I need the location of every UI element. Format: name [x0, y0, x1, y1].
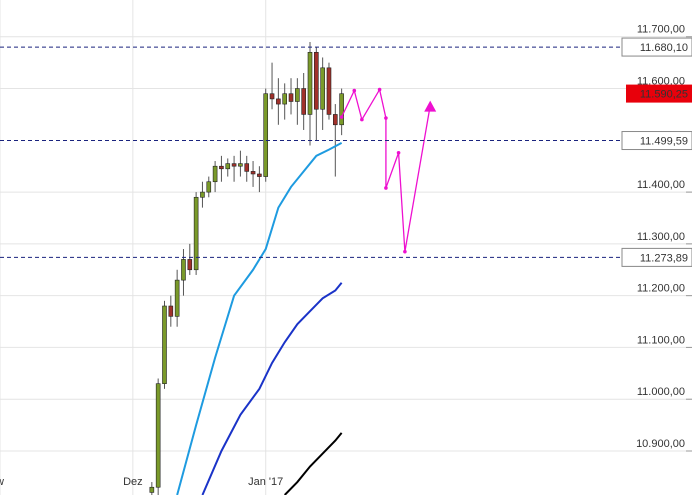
- point: [360, 117, 364, 122]
- level-label: 11.499,59: [640, 135, 688, 147]
- current-price-label: 11.590,25: [640, 88, 688, 100]
- line-series: [341, 87, 431, 252]
- candle-body: [231, 163, 237, 167]
- x-tick-label: Dez: [123, 476, 143, 488]
- candle-body: [206, 181, 212, 193]
- candle-body: [193, 196, 199, 271]
- candle-body: [155, 383, 161, 488]
- y-tick-label: 10.900,00: [636, 438, 685, 450]
- point: [352, 88, 357, 93]
- current-price-box: [626, 84, 692, 103]
- point: [384, 116, 388, 120]
- candle-body: [174, 279, 180, 317]
- candle-body: [276, 98, 281, 105]
- candle-body: [149, 486, 155, 493]
- candle-body: [244, 163, 250, 172]
- candle-body: [320, 67, 325, 110]
- line-series: [201, 282, 343, 495]
- candle-body: [339, 93, 344, 126]
- candle-body: [225, 163, 231, 170]
- candle-body: [257, 173, 262, 177]
- candle-body: [212, 165, 218, 183]
- point: [339, 115, 344, 119]
- arrow-head: [424, 100, 437, 112]
- y-tick-label: 11.600,00: [637, 75, 685, 87]
- candle-body: [295, 88, 300, 102]
- level-label: 11.273,89: [640, 252, 688, 264]
- candle-body: [238, 163, 243, 167]
- y-tick-label: 11.300,00: [637, 231, 685, 243]
- y-tick-label: 11.400,00: [637, 179, 685, 191]
- line-series: [283, 432, 343, 495]
- candle-body: [263, 93, 269, 177]
- point: [396, 150, 401, 155]
- candle-body: [314, 51, 319, 110]
- candle-body: [333, 114, 338, 126]
- level-box: [621, 37, 692, 57]
- line-series: [176, 142, 343, 495]
- candle-body: [301, 88, 306, 115]
- candle-body: [288, 93, 294, 102]
- level-box: [621, 247, 692, 267]
- point: [377, 87, 382, 92]
- candle-body: [187, 259, 193, 271]
- candle-body: [219, 165, 224, 170]
- x-tick-label: Jan '17: [248, 476, 283, 488]
- point: [403, 249, 407, 254]
- candle-body: [168, 305, 174, 317]
- level-label: 11.680,10: [640, 42, 688, 54]
- point: [384, 186, 388, 190]
- candle-body: [250, 171, 256, 175]
- candle-body: [307, 51, 313, 115]
- y-tick-label: 11.700,00: [637, 24, 685, 36]
- candle-body: [200, 191, 205, 198]
- x-tick-label: w: [0, 476, 4, 488]
- y-tick-label: 11.200,00: [637, 283, 685, 295]
- y-tick-label: 11.000,00: [637, 386, 685, 398]
- level-box: [621, 131, 692, 151]
- candle-body: [162, 305, 167, 384]
- candle-body: [269, 93, 275, 100]
- candle-body: [282, 93, 287, 105]
- candle-body: [181, 259, 186, 281]
- candle-body: [326, 67, 332, 115]
- y-tick-label: 11.100,00: [637, 334, 685, 346]
